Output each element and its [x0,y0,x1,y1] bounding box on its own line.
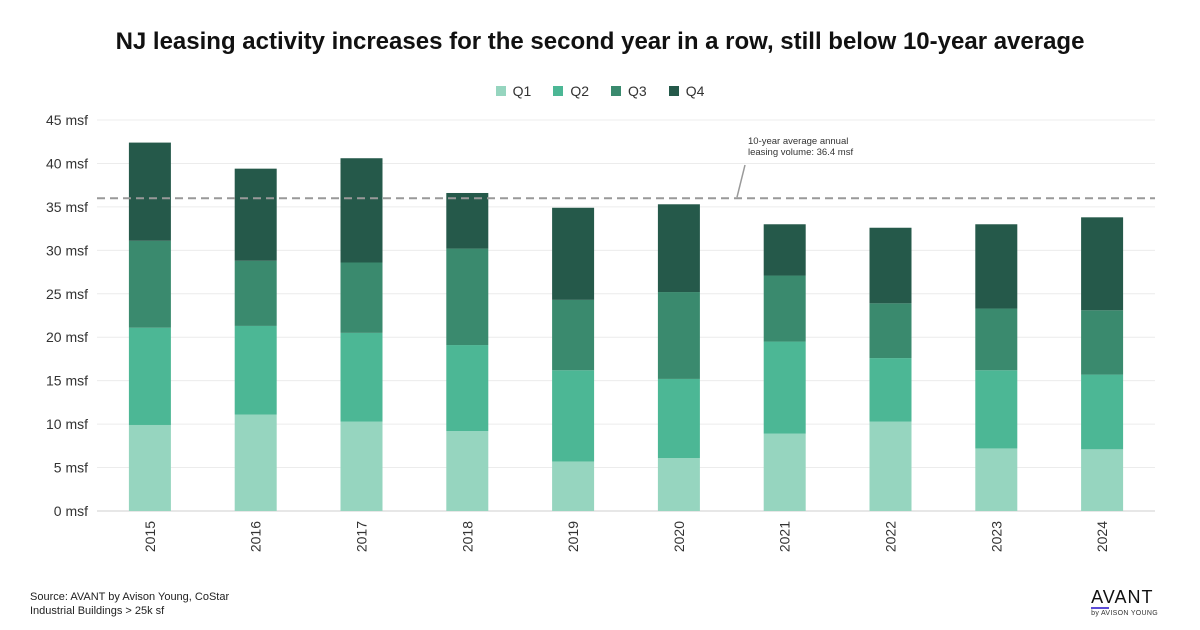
x-tick-label: 2016 [248,521,264,552]
bar-segment-q4-2020 [657,204,700,293]
x-tick-label: 2015 [142,521,158,552]
legend-label: Q4 [685,83,705,99]
bar-segment-q3-2020 [657,292,700,379]
y-tick-label: 10 msf [46,416,88,432]
bar-segment-q4-2023 [975,224,1018,309]
legend-item-q4: Q4 [668,83,705,99]
y-tick-label: 40 msf [46,155,88,171]
bar-segment-q3-2017 [340,262,383,333]
bar-segment-q4-2022 [869,227,912,304]
bar-segment-q4-2017 [340,158,383,263]
average-annotation-text: 10-year average annual [748,136,848,147]
x-tick-label: 2022 [883,521,899,552]
bar-segment-q1-2023 [975,448,1018,511]
bar-segment-q3-2024 [1081,310,1124,375]
bar-segment-q1-2019 [552,461,595,511]
bar-segment-q2-2022 [869,358,912,422]
bar-segment-q4-2015 [128,142,171,241]
legend-item-q2: Q2 [553,83,589,99]
bar-segment-q4-2019 [552,207,595,300]
bar-segment-q2-2015 [128,327,171,425]
bar-segment-q4-2018 [446,192,489,249]
y-tick-label: 20 msf [46,329,88,345]
y-tick-label: 5 msf [54,460,88,476]
bar-segment-q2-2023 [975,370,1018,449]
legend-label: Q1 [512,83,532,99]
bar-segment-q3-2021 [763,275,806,342]
y-tick-label: 45 msf [46,112,88,128]
legend-swatch-q1 [495,86,506,96]
bar-segment-q1-2018 [446,431,489,511]
bar-segment-q4-2016 [234,168,277,261]
bar-segment-q1-2015 [128,424,171,511]
bar-segment-q4-2024 [1081,217,1124,311]
y-tick-label: 25 msf [46,286,88,302]
bar-segment-q2-2024 [1081,374,1124,450]
x-tick-label: 2018 [459,521,475,552]
bar-segment-q3-2023 [975,308,1018,371]
bar-segment-q1-2020 [657,457,700,511]
source-note: Source: AVANT by Avison Young, CoStar [30,591,230,603]
y-tick-label: 30 msf [46,242,88,258]
bar-segment-q3-2015 [128,240,171,328]
legend-item-q1: Q1 [495,83,532,99]
bar-segment-q2-2018 [446,345,489,432]
chart-title: NJ leasing activity increases for the se… [115,28,1085,55]
bar-segment-q2-2021 [763,341,806,434]
bar-segment-q2-2016 [234,325,277,415]
bar-segment-q1-2022 [869,421,912,511]
bar-segment-q2-2019 [552,370,595,462]
legend-swatch-q2 [553,86,564,96]
logo-subtext: by AVISON YOUNG [1091,610,1158,617]
legend-label: Q3 [628,83,647,99]
bar-segment-q3-2019 [552,299,595,371]
bar-segment-q2-2017 [340,332,383,422]
x-tick-label: 2019 [565,521,581,552]
logo-accent-bar [1091,607,1110,609]
y-tick-label: 15 msf [46,373,88,389]
bar-segment-q1-2021 [763,433,806,511]
average-annotation-text: leasing volume: 36.4 msf [748,147,853,158]
annotation-leader-line [736,164,746,198]
bar-segment-q4-2021 [763,224,806,276]
bar-segment-q3-2018 [446,248,489,346]
bar-segment-q1-2016 [234,414,277,511]
bar-segment-q1-2024 [1081,449,1124,511]
x-tick-label: 2021 [777,521,793,552]
x-tick-label: 2024 [1094,521,1110,552]
logo-text: AVANT [1091,587,1154,607]
footer: Source: AVANT by Avison Young, CoStar In… [30,590,229,618]
x-tick-label: 2020 [671,521,687,552]
legend: Q1 Q2 Q3 Q4 [0,83,1200,99]
legend-item-q3: Q3 [611,83,647,99]
y-tick-label: 35 msf [46,199,88,215]
bar-segment-q3-2016 [234,260,277,326]
filter-note: Industrial Buildings > 25k sf [30,605,165,617]
legend-swatch-q4 [668,86,679,96]
legend-label: Q2 [570,83,589,99]
x-tick-label: 2017 [354,521,370,552]
bar-segment-q1-2017 [340,421,383,511]
bar-segment-q2-2020 [657,378,700,458]
y-tick-label: 0 msf [54,503,88,519]
legend-swatch-q3 [611,86,621,96]
avant-logo: AVANT by AVISON YOUNG [1091,588,1158,617]
bar-segment-q3-2022 [869,303,912,359]
x-tick-label: 2023 [988,521,1004,552]
